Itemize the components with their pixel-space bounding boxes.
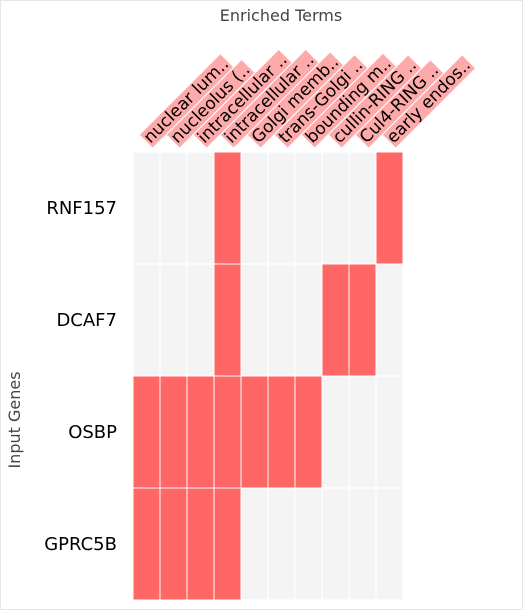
column-label-highlight <box>328 55 421 148</box>
heatmap-cell <box>240 151 269 265</box>
column-labels: nuclear lum..nucleolus (..intracellular … <box>139 49 475 148</box>
heatmap-cell <box>186 151 215 265</box>
heatmap-cell <box>267 151 296 265</box>
chart-title: Enriched Terms <box>220 6 342 25</box>
column-label-highlight <box>139 54 234 148</box>
heatmap-cell <box>348 151 377 265</box>
heatmap-cell <box>186 487 215 601</box>
heatmap-cell <box>321 263 350 377</box>
heatmap-cell <box>348 375 377 489</box>
column-label-highlight <box>193 49 292 148</box>
heatmap-cells <box>132 151 404 601</box>
column-label-highlight <box>166 60 255 148</box>
row-label: OSBP <box>68 422 117 443</box>
heatmap-cell <box>240 375 269 489</box>
heatmap-cell <box>240 263 269 377</box>
heatmap-cell <box>267 375 296 489</box>
heatmap-cell <box>159 375 188 489</box>
heatmap-cell <box>186 263 215 377</box>
heatmap-cell <box>213 263 242 377</box>
row-label: DCAF7 <box>56 310 117 331</box>
heatmap-cell <box>321 375 350 489</box>
column-label-highlight <box>301 53 396 148</box>
column-label-highlight <box>220 49 319 148</box>
heatmap-cell <box>159 263 188 377</box>
heatmap-cell <box>348 263 377 377</box>
column-label-highlight <box>382 55 475 148</box>
column-label-highlight <box>247 52 343 148</box>
heatmap-cell <box>240 487 269 601</box>
heatmap-cell <box>321 151 350 265</box>
heatmap-cell <box>294 375 323 489</box>
heatmap-cell <box>267 263 296 377</box>
column-label-highlight <box>274 55 368 148</box>
heatmap-cell <box>213 375 242 489</box>
heatmap-cell <box>132 263 161 377</box>
row-labels: RNF157 DCAF7 OSBP GPRC5B <box>44 198 117 555</box>
column-label-highlight <box>355 60 444 148</box>
heatmap-cell <box>186 375 215 489</box>
heatmap-cell <box>132 151 161 265</box>
y-axis-title: Input Genes <box>5 371 24 468</box>
heatmap-cell <box>159 487 188 601</box>
heatmap-cell <box>375 487 404 601</box>
heatmap-cell <box>375 263 404 377</box>
heatmap-cell <box>294 151 323 265</box>
heatmap-cell <box>294 263 323 377</box>
row-label: RNF157 <box>46 198 117 219</box>
heatmap-cell <box>348 487 377 601</box>
heatmap-cell <box>159 151 188 265</box>
heatmap-cell <box>267 487 296 601</box>
heatmap-cell <box>375 375 404 489</box>
row-label: GPRC5B <box>44 534 117 555</box>
heatmap-cell <box>213 151 242 265</box>
heatmap-cell <box>132 487 161 601</box>
heatmap-cell <box>321 487 350 601</box>
heatmap-cell <box>375 151 404 265</box>
heatmap-cell <box>132 375 161 489</box>
heatmap-cell <box>294 487 323 601</box>
heatmap-cell <box>213 487 242 601</box>
